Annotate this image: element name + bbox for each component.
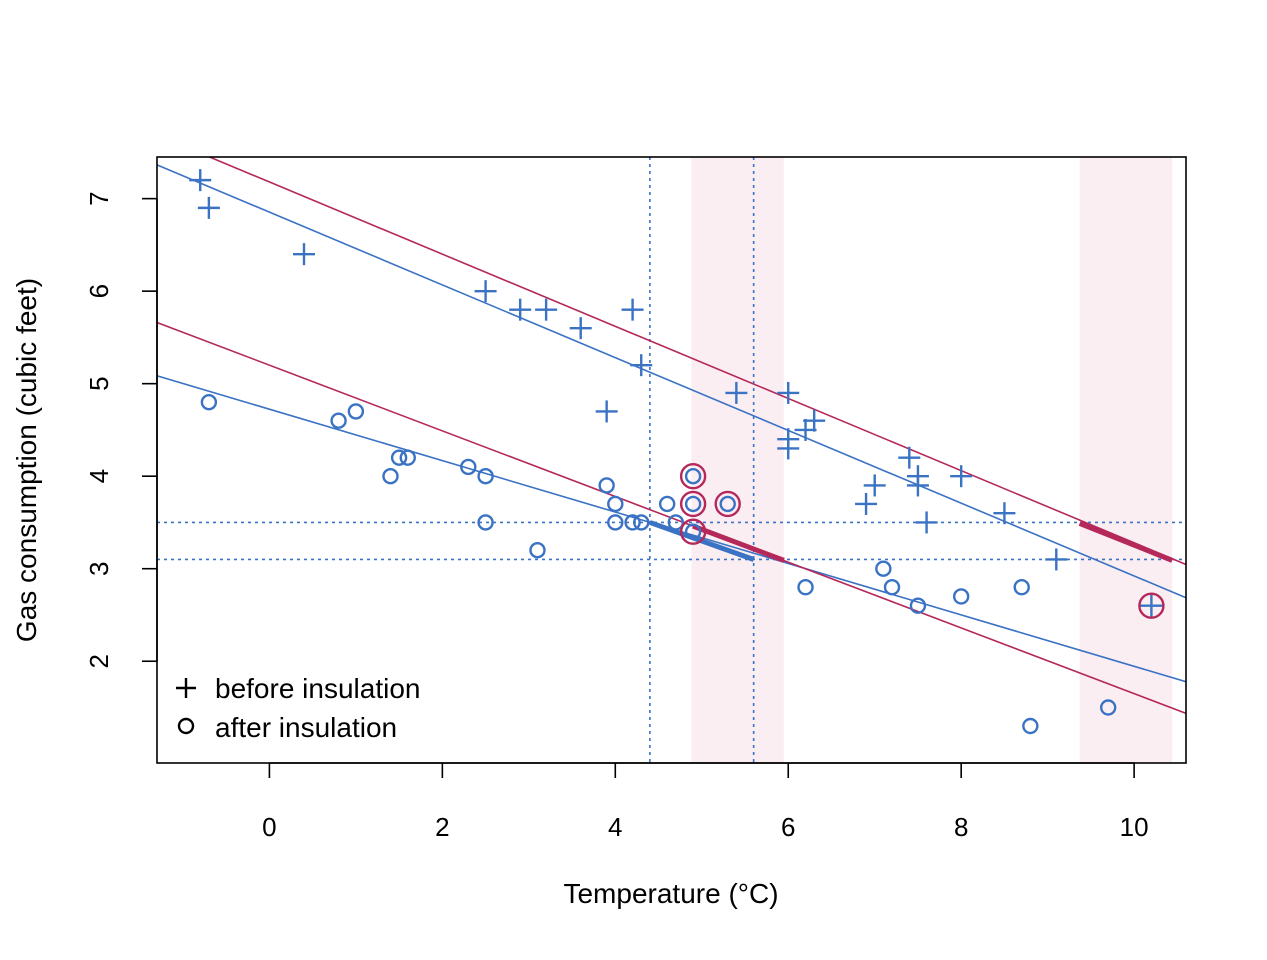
shaded-band — [1079, 157, 1173, 763]
circle-point — [797, 579, 814, 596]
x-axis: 0 2 4 6 8 10 — [262, 762, 1149, 842]
crimson-fit-line — [207, 157, 1186, 566]
circle-point — [633, 514, 650, 531]
y-tick-label: 5 — [84, 376, 114, 390]
circle-point — [684, 467, 702, 485]
reference-lines — [157, 157, 1186, 763]
x-tick-label: 8 — [954, 812, 968, 842]
circle-point — [624, 514, 641, 531]
plus-point — [189, 169, 212, 192]
x-tick-label: 4 — [608, 812, 622, 842]
circle-point — [598, 477, 615, 494]
highlight-ring — [679, 518, 707, 545]
plus-point — [621, 298, 644, 321]
blue-fit-line — [157, 164, 1186, 599]
circle-point — [909, 597, 927, 614]
highlight-ring — [714, 490, 741, 518]
plus-point — [1045, 548, 1068, 571]
circle-point — [529, 542, 546, 559]
highlight-ring — [679, 462, 707, 490]
shaded-bands — [691, 157, 1173, 763]
circle-point — [719, 495, 736, 513]
shaded-band — [691, 157, 784, 763]
y-axis-label: Gas consumption (cubic feet) — [11, 278, 42, 642]
plus-point — [535, 298, 558, 321]
plus-point — [794, 418, 817, 441]
circle-point — [684, 495, 702, 513]
y-tick-label: 6 — [84, 284, 114, 298]
circle-point — [347, 403, 365, 420]
legend-label-before: before insulation — [215, 673, 420, 704]
circle-point — [330, 412, 347, 429]
legend-label-after: after insulation — [215, 712, 397, 743]
y-tick-label: 3 — [84, 561, 114, 575]
x-axis-label: Temperature (°C) — [563, 878, 778, 909]
plus-point — [569, 317, 592, 340]
data-points — [189, 169, 1163, 735]
circle-point — [1099, 699, 1117, 716]
y-axis: 2 3 4 5 6 7 — [84, 191, 158, 668]
legend-circle-marker — [177, 717, 195, 735]
circle-point — [390, 449, 408, 466]
circle-point — [200, 393, 218, 411]
plus-point — [898, 446, 921, 469]
plus-point — [950, 465, 973, 488]
circle-point — [1022, 717, 1039, 735]
plus-point — [915, 511, 938, 534]
plus-point — [993, 502, 1016, 525]
plus-point — [197, 196, 220, 219]
circle-point — [658, 495, 676, 513]
fit-lines — [157, 157, 1186, 715]
plus-point — [630, 354, 653, 377]
highlight-ring — [679, 490, 707, 518]
plus-point — [509, 298, 532, 321]
circle-point — [382, 467, 399, 485]
x-tick-label: 6 — [781, 812, 795, 842]
x-tick-label: 10 — [1120, 812, 1149, 842]
highlighted-points — [679, 462, 1165, 619]
circle-point — [875, 560, 892, 577]
circle-point — [607, 495, 624, 513]
circle-point — [477, 467, 494, 485]
x-tick-label: 2 — [435, 812, 449, 842]
y-tick-label: 2 — [84, 654, 114, 668]
circle-point — [952, 588, 970, 605]
plus-point — [906, 474, 929, 497]
x-tick-label: 0 — [262, 812, 276, 842]
plus-point — [777, 381, 800, 404]
plus-point — [1140, 594, 1163, 617]
circle-point — [399, 449, 416, 466]
plus-point — [293, 243, 315, 266]
circle-point — [883, 579, 901, 596]
plus-point — [855, 492, 878, 515]
legend: before insulation after insulation — [176, 673, 420, 743]
plus-point — [863, 474, 886, 497]
circle-point — [667, 514, 685, 531]
y-tick-label: 4 — [84, 469, 114, 483]
circle-point — [607, 514, 624, 531]
circle-point — [460, 458, 477, 476]
circle-point — [1013, 579, 1030, 596]
crimson-highlighted-segment — [1078, 521, 1174, 563]
plus-point — [474, 280, 497, 303]
plus-point — [595, 400, 618, 423]
plus-point — [725, 381, 748, 404]
crimson-highlighted-segment — [692, 523, 785, 563]
circle-point — [477, 514, 494, 531]
y-tick-label: 7 — [84, 191, 114, 205]
highlight-ring — [1138, 592, 1165, 619]
plus-point — [777, 437, 800, 460]
circle-point — [684, 523, 702, 540]
plus-point — [803, 409, 826, 432]
